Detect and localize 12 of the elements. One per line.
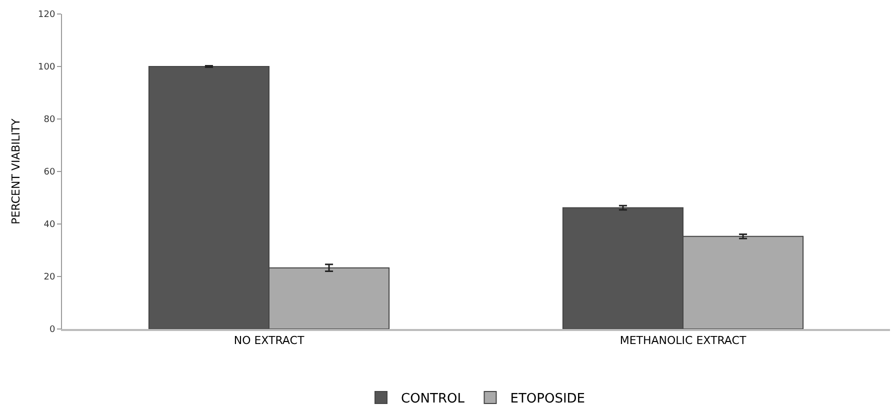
y-tick-label: 40 [44,220,56,230]
y-tick-label: 20 [44,272,56,283]
x-tick-label: NO EXTRACT [234,334,304,348]
y-tick-label: 80 [44,115,56,126]
legend-label: ETOPOSIDE [510,392,586,407]
y-tick-label: 0 [49,325,56,336]
y-tick-label: 120 [38,10,56,20]
x-tick-label: METHANOLIC EXTRACT [620,334,746,348]
y-tick-label: 60 [44,168,56,178]
legend-label: CONTROL [401,392,466,407]
y-tick-label: 100 [38,62,56,73]
y-axis-title: PERCENT VIABILITY [10,118,23,224]
